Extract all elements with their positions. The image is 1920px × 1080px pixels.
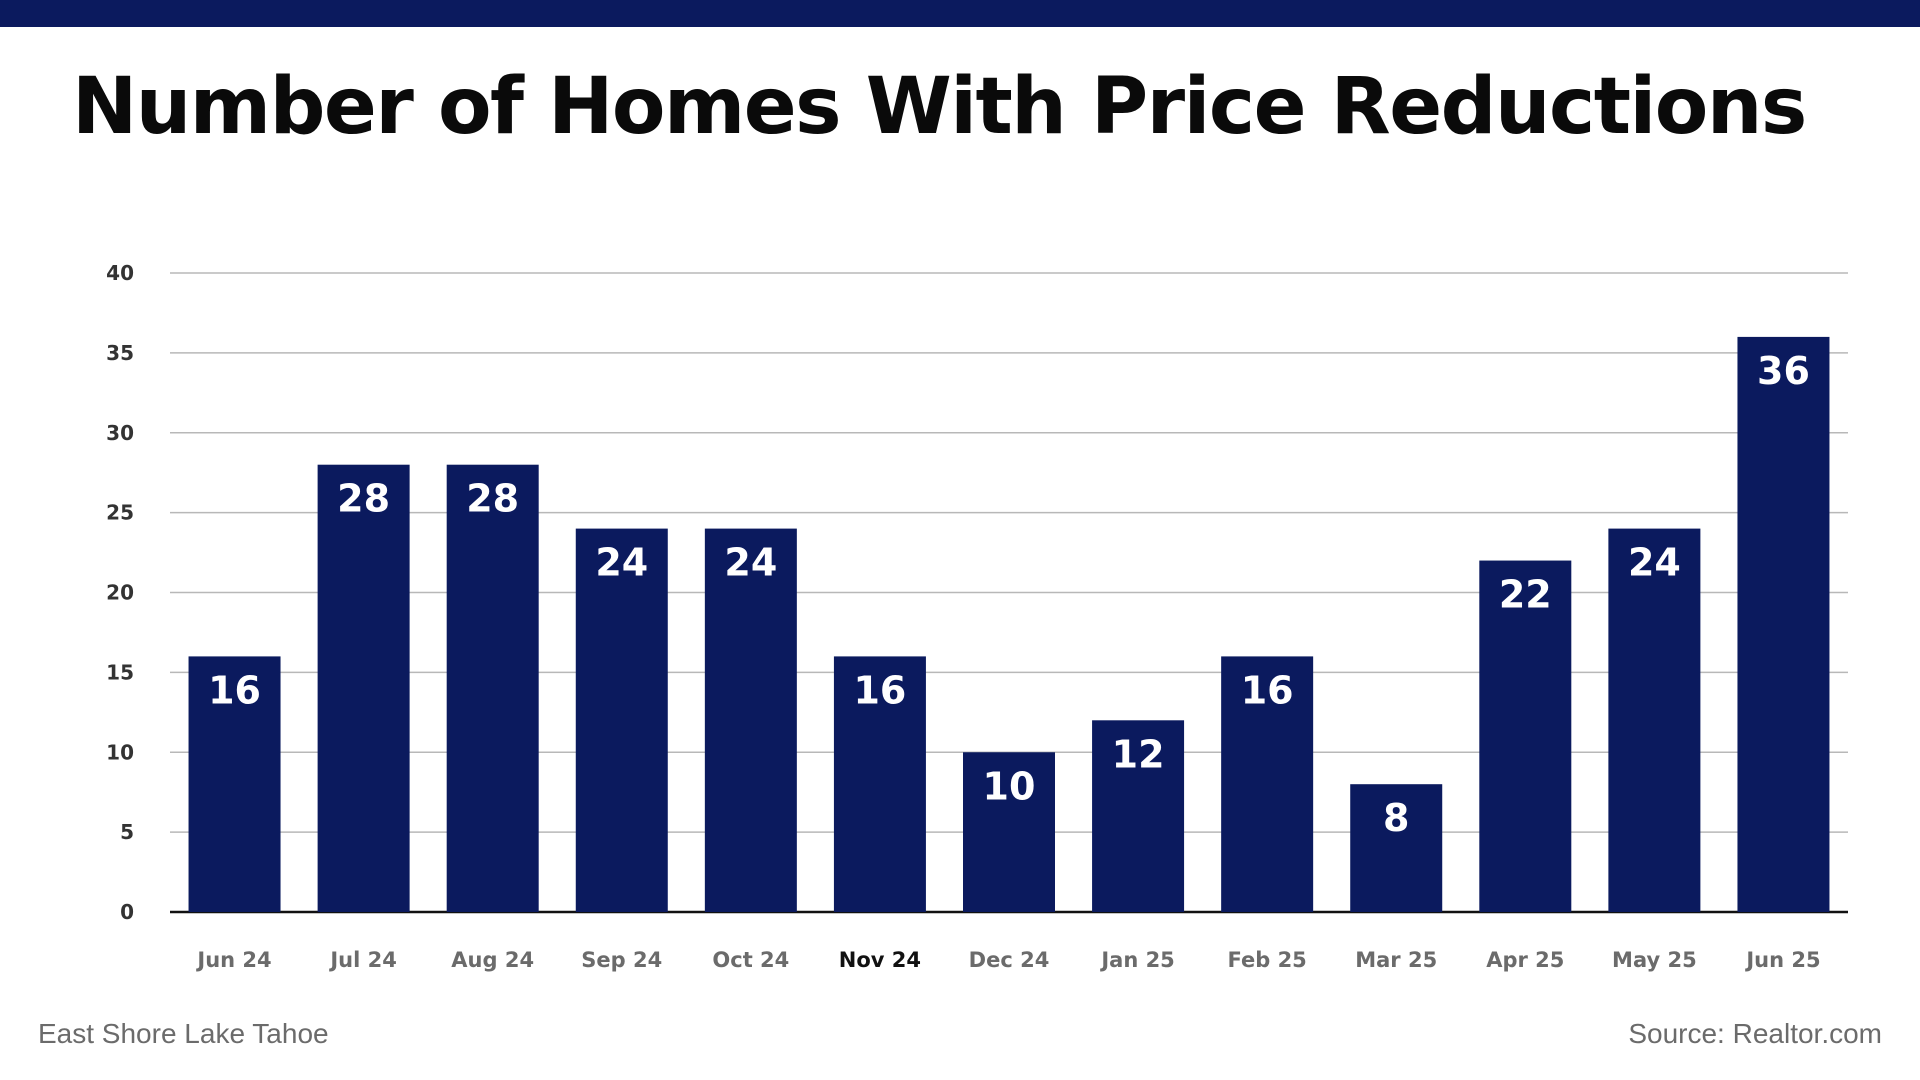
bar-value-label: 24 [595,541,648,585]
bar [1608,528,1701,912]
x-axis-ticks: Jun 24 Jul 24 Aug 24 Sep 24 Oct 24 Nov 24 Dec … [195,948,1820,972]
bar [575,528,668,912]
bar [704,528,797,912]
bar-value-label: 22 [1499,573,1552,617]
bars [188,336,1830,912]
location-label: East Shore Lake Tahoe [38,1018,329,1049]
bar-value-label: 16 [1241,668,1294,712]
bar-value-label: 28 [337,477,390,521]
x-tick-label: Feb 25 [1227,948,1306,972]
top-accent-bar [0,0,1920,27]
y-tick-label: 10 [106,740,134,764]
bar [188,656,281,912]
bar [833,656,926,912]
bar-labels: 16 28 28 24 24 16 10 12 16 8 22 24 36 [208,349,1810,840]
bar-value-label: 8 [1383,796,1409,840]
y-tick-label: 25 [106,501,134,525]
bar-value-label: 28 [466,477,519,521]
y-tick-label: 15 [106,660,134,684]
bar-value-label: 10 [983,764,1036,808]
y-tick-label: 5 [120,820,134,844]
bar [317,464,410,912]
y-tick-label: 20 [106,581,134,605]
x-tick-label: Apr 25 [1486,948,1564,972]
bar [1350,784,1443,912]
bar [1092,720,1185,912]
x-tick-label: Jan 25 [1099,948,1174,972]
bar-value-label: 12 [1112,732,1165,776]
bar-value-label: 24 [724,541,777,585]
bar [1221,656,1314,912]
x-tick-label: Jul 24 [328,948,397,972]
y-tick-label: 35 [106,341,134,365]
bar [446,464,539,912]
x-tick-label: Aug 24 [451,948,534,972]
x-tick-label: Jun 25 [1744,948,1820,972]
bar-value-label: 24 [1628,541,1681,585]
y-tick-label: 30 [106,421,134,445]
y-tick-label: 0 [120,900,134,924]
bar-value-label: 16 [853,668,906,712]
chart-title: Number of Homes With Price Reductions [72,62,1807,152]
x-tick-label: May 25 [1612,948,1697,972]
x-tick-label: Jun 24 [195,948,271,972]
bar-value-label: 36 [1757,349,1810,393]
source-label: Source: Realtor.com [1628,1018,1882,1049]
x-tick-label: Nov 24 [839,948,921,972]
bar [1737,336,1830,912]
x-tick-label: Dec 24 [969,948,1050,972]
y-axis-ticks: 0 5 10 15 20 25 30 35 40 [106,261,134,924]
y-tick-label: 40 [106,261,134,285]
bar-value-label: 16 [208,668,261,712]
bar [963,752,1055,912]
x-tick-label: Mar 25 [1355,948,1437,972]
x-tick-label: Oct 24 [712,948,789,972]
bar [1479,560,1572,912]
x-tick-label: Sep 24 [581,948,662,972]
